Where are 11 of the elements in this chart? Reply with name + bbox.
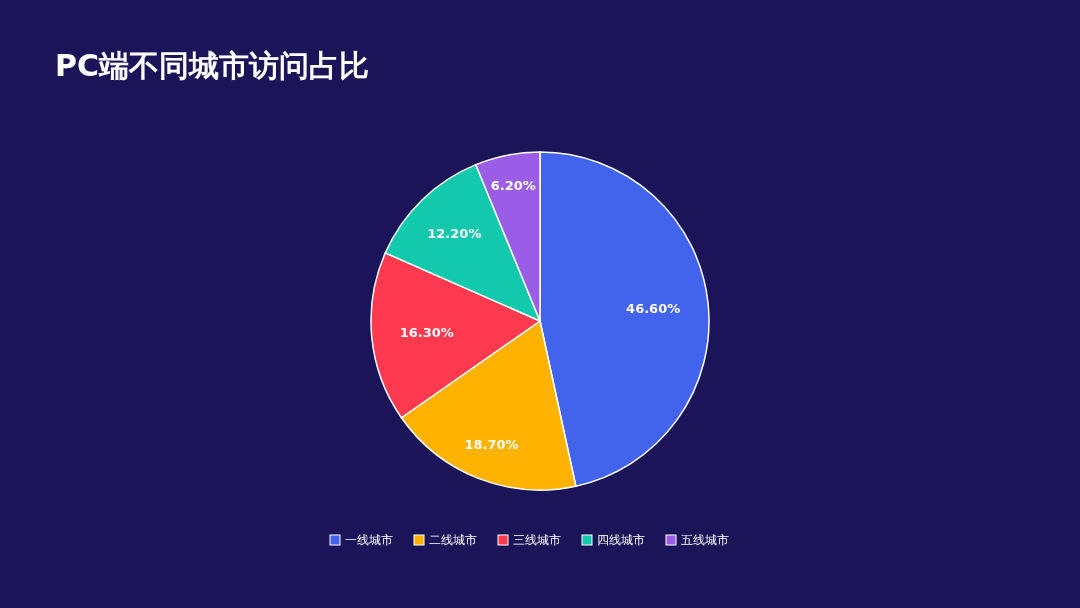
chart-title: PC端不同城市访问占比 [55,48,370,83]
legend-label: 二线城市 [429,533,477,548]
legend-label: 五线城市 [681,533,729,548]
legend-label: 一线城市 [345,533,393,548]
data-label: 46.60% [626,301,681,317]
data-label: 6.20% [490,178,536,194]
data-label: 12.20% [427,225,482,241]
data-label: 16.30% [399,324,454,340]
data-label: 18.70% [464,437,519,453]
legend-label: 三线城市 [513,533,561,548]
legend-label: 四线城市 [597,533,645,548]
